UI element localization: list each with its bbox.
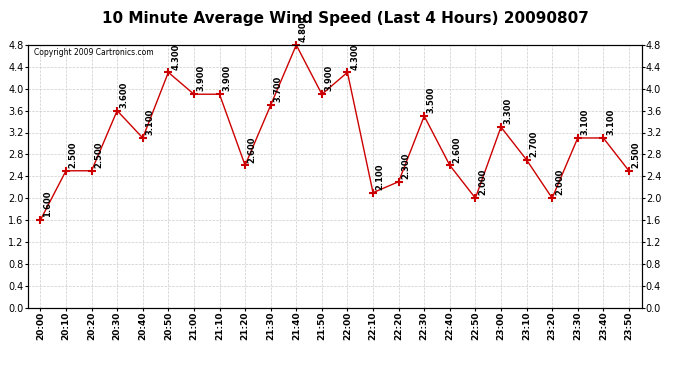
Text: 3.600: 3.600	[120, 81, 129, 108]
Text: 3.900: 3.900	[222, 65, 231, 92]
Text: 3.100: 3.100	[606, 109, 615, 135]
Text: 2.600: 2.600	[248, 136, 257, 162]
Text: 2.500: 2.500	[631, 141, 641, 168]
Text: 3.900: 3.900	[197, 65, 206, 92]
Text: 4.800: 4.800	[299, 16, 308, 42]
Text: 3.100: 3.100	[146, 109, 155, 135]
Text: 2.100: 2.100	[376, 164, 385, 190]
Text: 3.900: 3.900	[324, 65, 334, 92]
Text: 2.600: 2.600	[453, 136, 462, 162]
Text: 4.300: 4.300	[351, 43, 359, 70]
Text: 2.500: 2.500	[69, 141, 78, 168]
Text: 4.300: 4.300	[171, 43, 180, 70]
Text: 3.300: 3.300	[504, 98, 513, 124]
Text: 1.600: 1.600	[43, 191, 52, 217]
Text: 3.100: 3.100	[580, 109, 589, 135]
Text: 3.500: 3.500	[427, 87, 436, 113]
Text: Copyright 2009 Cartronics.com: Copyright 2009 Cartronics.com	[34, 48, 153, 57]
Text: 3.700: 3.700	[273, 76, 282, 102]
Text: 2.300: 2.300	[402, 153, 411, 179]
Text: 2.000: 2.000	[555, 169, 564, 195]
Text: 10 Minute Average Wind Speed (Last 4 Hours) 20090807: 10 Minute Average Wind Speed (Last 4 Hou…	[101, 11, 589, 26]
Text: 2.000: 2.000	[478, 169, 487, 195]
Text: 2.700: 2.700	[529, 131, 538, 157]
Text: 2.500: 2.500	[95, 141, 103, 168]
